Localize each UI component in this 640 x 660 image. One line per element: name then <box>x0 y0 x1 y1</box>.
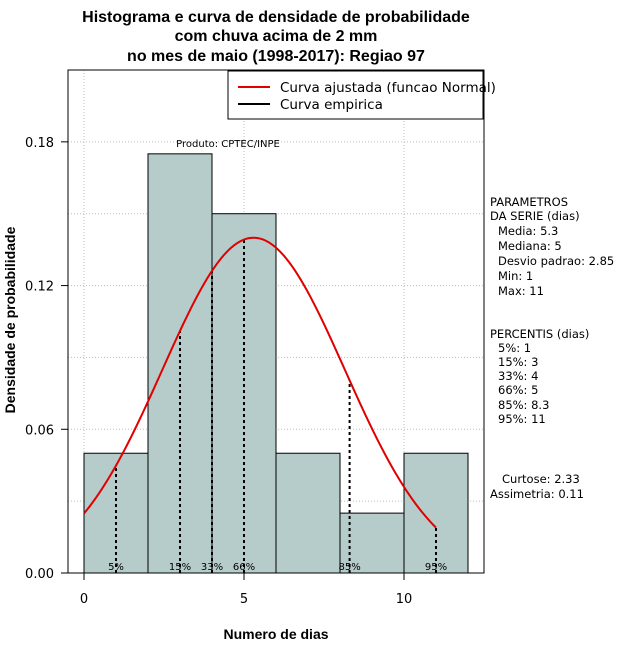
side-panel: PARAMETROS DA SERIE (dias) Media: 5.3 Me… <box>490 195 614 501</box>
histogram-bar <box>211 213 277 574</box>
params-title-line-2: DA SERIE (dias) <box>490 209 580 223</box>
chart-title-line-2: com chuva acima de 2 mm <box>175 28 378 45</box>
percentil-95: 95%: 11 <box>498 412 546 426</box>
percentil-85: 85%: 8.3 <box>498 398 549 412</box>
percentil-5: 5%: 1 <box>498 341 531 355</box>
y-tick-label: 0.00 <box>25 567 54 582</box>
percentil-15: 15%: 3 <box>498 355 538 369</box>
param-media: Media: 5.3 <box>498 224 558 238</box>
curtose-value: Curtose: 2.33 <box>502 472 580 486</box>
plot-frame <box>67 69 485 574</box>
percentile-label: 66% <box>233 562 255 573</box>
percentile-label: 85% <box>338 562 360 573</box>
param-mediana: Mediana: 5 <box>498 239 562 253</box>
histogram-bar <box>275 452 341 574</box>
axes: 0 5 10 0.00 0.06 0.12 0.18 <box>25 136 412 607</box>
percentile-markers: 5% 15% 33% 66% 85% 95% <box>108 239 447 573</box>
chart-title-line-3: no mes de maio (1998-2017): Regiao 97 <box>127 48 425 65</box>
product-annotation: Produto: CPTEC/INPE <box>176 139 280 150</box>
x-tick-label: 5 <box>240 592 248 607</box>
percentile-label: 5% <box>108 562 124 573</box>
histogram-bars <box>83 153 469 574</box>
chart-title-line-1: Histograma e curva de densidade de proba… <box>82 9 470 26</box>
y-tick-label: 0.18 <box>25 136 54 151</box>
normal-curve-layer <box>83 236 437 529</box>
assimetria-value: Assimetria: 0.11 <box>490 487 584 501</box>
percentile-label: 33% <box>201 562 223 573</box>
percentile-label: 95% <box>425 562 447 573</box>
histogram-bar <box>403 452 469 574</box>
x-tick-label: 10 <box>396 592 413 607</box>
histogram-bar <box>147 153 213 574</box>
legend-label-empirical: Curva empirica <box>280 97 383 113</box>
percentil-66: 66%: 5 <box>498 383 538 397</box>
param-desvio: Desvio padrao: 2.85 <box>498 254 614 268</box>
percentil-33: 33%: 4 <box>498 369 538 383</box>
legend: Curva ajustada (funcao Normal) Curva emp… <box>227 70 496 120</box>
x-axis-title: Numero de dias <box>223 626 328 642</box>
y-tick-label: 0.12 <box>25 280 54 295</box>
percentis-title: PERCENTIS (dias) <box>490 327 589 341</box>
normal-fit-curve <box>83 236 437 529</box>
param-min: Min: 1 <box>498 269 533 283</box>
legend-box <box>227 70 484 120</box>
legend-label-fit: Curva ajustada (funcao Normal) <box>280 80 496 96</box>
params-title-line-1: PARAMETROS <box>490 195 568 209</box>
y-tick-label: 0.06 <box>25 423 54 438</box>
x-tick-label: 0 <box>80 592 88 607</box>
y-axis-title: Densidade de probabilidade <box>2 226 18 413</box>
histogram-bar <box>83 452 149 574</box>
param-max: Max: 11 <box>498 284 544 298</box>
percentile-label: 15% <box>169 562 191 573</box>
